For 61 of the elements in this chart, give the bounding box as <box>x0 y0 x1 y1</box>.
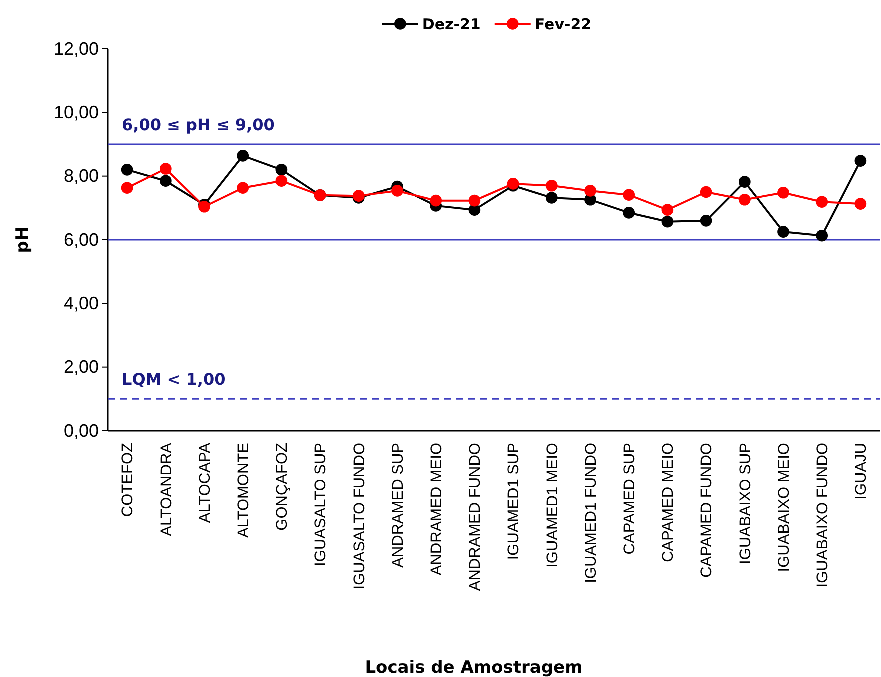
point <box>738 194 751 206</box>
y-tick-label: 12,00 <box>54 38 99 59</box>
x-tick-label: IGUABAIXO SUP <box>737 443 754 564</box>
x-tick-label: IGUASALTO FUNDO <box>351 443 368 590</box>
point <box>623 207 636 219</box>
x-tick-label: IGUAMED1 MEIO <box>544 443 562 568</box>
point <box>121 182 134 194</box>
x-tick-label: IGUASALTO SUP <box>312 443 330 566</box>
ref-line-label: 6,00 ≤ pH ≤ 9,00 <box>122 116 275 134</box>
point <box>854 155 867 167</box>
point <box>854 198 867 210</box>
x-tick-label: IGUAMED1 SUP <box>506 443 523 560</box>
point <box>816 196 828 208</box>
y-tick-label: 4,00 <box>64 293 99 314</box>
y-tick-label: 10,00 <box>54 102 99 122</box>
x-tick-label: GONÇAFOZ <box>274 443 292 531</box>
point <box>430 194 442 207</box>
y-tick-label: 0,00 <box>64 420 99 441</box>
point <box>237 150 250 162</box>
x-tick-label: ANDRAMED FUNDO <box>467 443 484 592</box>
x-tick-label: ALTOMONTE <box>236 443 253 538</box>
x-tick-label: IGUABAIXO MEIO <box>776 443 793 572</box>
point <box>160 175 172 188</box>
y-tick-label: 8,00 <box>64 166 99 186</box>
x-tick-label: IGUABAIXO FUNDO <box>814 443 832 588</box>
x-tick-label: COTEFOZ <box>120 443 137 518</box>
point <box>738 176 751 188</box>
point <box>623 189 636 202</box>
x-tick-label: ALTOANDRA <box>158 442 176 536</box>
legend-label: Dez-21 <box>422 15 481 34</box>
point <box>276 164 288 176</box>
y-tick-label: 2,00 <box>64 357 99 378</box>
point <box>468 194 481 207</box>
point <box>584 185 596 197</box>
point <box>546 180 558 192</box>
x-tick-label: ANDRAMED MEIO <box>428 443 446 576</box>
y-tick-label: 6,00 <box>64 230 99 250</box>
y-axis-title: pH <box>13 226 33 254</box>
x-axis-title: Locais de Amostragem <box>365 658 583 677</box>
point <box>546 192 558 204</box>
x-tick-label: ALTOCAPA <box>196 442 214 524</box>
x-tick-label: ANDRAMED SUP <box>390 443 407 568</box>
x-tick-label: IGUAJU <box>853 443 870 500</box>
legend-label: Fev-22 <box>534 15 592 34</box>
point <box>662 204 674 216</box>
point <box>392 185 404 197</box>
x-tick-label: CAPAMED FUNDO <box>698 443 716 578</box>
point <box>160 163 172 175</box>
point <box>276 175 288 188</box>
point <box>121 164 134 176</box>
point <box>662 216 674 228</box>
point <box>816 230 828 242</box>
ref-line-label: LQM < 1,00 <box>122 370 226 390</box>
x-tick-label: CAPAMED MEIO <box>660 443 678 562</box>
x-tick-label: IGUAMED1 FUNDO <box>582 443 600 584</box>
point <box>778 226 790 238</box>
x-tick-label: CAPAMED SUP <box>622 443 639 555</box>
point <box>778 186 790 199</box>
point <box>237 182 250 194</box>
point <box>700 214 712 227</box>
point <box>700 186 712 198</box>
